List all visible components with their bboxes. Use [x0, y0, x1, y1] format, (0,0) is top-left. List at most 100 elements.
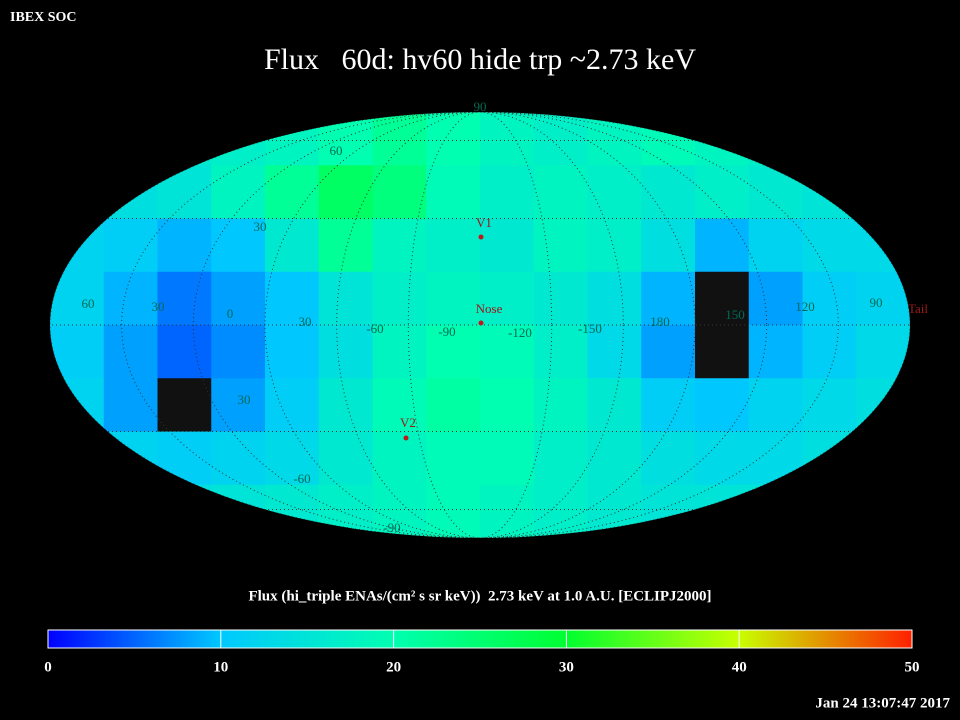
flux-cell	[318, 378, 373, 432]
flux-cell	[587, 431, 642, 486]
flux-cell	[641, 325, 696, 379]
colorbar-tick-label: 50	[905, 659, 920, 675]
flux-cell	[480, 218, 535, 273]
grid-label: 150	[725, 307, 745, 322]
grid-label: 60	[82, 296, 95, 311]
meridian	[407, 112, 553, 538]
flux-cell	[372, 378, 427, 432]
marker-dot	[478, 234, 484, 240]
flux-cell	[318, 325, 373, 379]
flux-cell	[480, 431, 535, 486]
flux-cell	[103, 325, 158, 379]
flux-cell	[372, 271, 427, 326]
flux-cell	[533, 431, 588, 486]
flux-cell	[211, 431, 266, 486]
grid-label: -90	[438, 324, 455, 339]
flux-cell	[480, 325, 535, 379]
flux-cell	[480, 112, 535, 166]
title: Flux 60d: hv60 hide trp ~2.73 keV	[264, 43, 696, 76]
flux-cell	[211, 325, 266, 379]
flux-cell	[641, 378, 696, 432]
grid-label: 90	[870, 295, 883, 310]
flux-cell	[211, 271, 266, 326]
flux-cell	[802, 325, 857, 379]
flux-cell	[157, 378, 212, 432]
graticule	[50, 112, 910, 538]
colorbar	[47, 629, 913, 649]
colorbar-ticks: 0 10 20 30 40 50	[44, 630, 920, 675]
flux-cell	[157, 325, 212, 379]
grid-label: 90	[474, 99, 487, 114]
flux-cell	[587, 165, 642, 219]
marker-label: Tail	[908, 301, 928, 316]
flux-cell	[211, 218, 266, 273]
flux-cell	[372, 218, 427, 273]
grid-label: 30	[238, 392, 251, 407]
flux-cell	[265, 271, 320, 326]
flux-cell	[533, 325, 588, 379]
flux-cell	[641, 165, 696, 219]
flux-cell	[372, 431, 427, 486]
flux-cell	[641, 218, 696, 273]
flux-cell	[480, 271, 535, 326]
marker-dot	[403, 435, 409, 441]
grid-label: -120	[508, 325, 532, 340]
grid-label: 60	[330, 143, 343, 158]
flux-cell	[318, 218, 373, 273]
meridian	[121, 112, 839, 538]
flux-cell	[748, 218, 803, 273]
flux-cell	[641, 431, 696, 486]
flux-cell	[426, 325, 481, 379]
flux-cell	[157, 218, 212, 273]
colorbar-tick-label: 20	[386, 659, 401, 675]
grid-label: 30	[152, 299, 165, 314]
flux-cell	[372, 165, 427, 219]
flux-cell	[695, 165, 750, 219]
flux-cell	[426, 431, 481, 486]
flux-cell	[103, 378, 158, 432]
flux-cell	[695, 431, 750, 486]
flux-cell	[533, 484, 588, 538]
timestamp: Jan 24 13:07:47 2017	[815, 695, 950, 711]
grid-label: 120	[795, 299, 815, 314]
grid-label: -150	[578, 321, 602, 336]
flux-cell	[480, 484, 535, 538]
flux-cell	[265, 218, 320, 273]
flux-cell	[372, 484, 427, 538]
flux-cell	[641, 271, 696, 326]
marker-dot	[478, 320, 484, 326]
marker-label: V1	[476, 215, 492, 230]
flux-cell	[802, 218, 857, 273]
flux-cell	[533, 165, 588, 219]
grid-label: 30	[254, 219, 267, 234]
grid-label: -90	[383, 520, 400, 535]
org-label: IBEX SOC	[10, 10, 77, 25]
flux-cell	[318, 431, 373, 486]
grid-label: 30	[299, 314, 312, 329]
flux-cell	[533, 271, 588, 326]
flux-cell	[103, 218, 158, 273]
flux-cell	[695, 378, 750, 432]
flux-cell	[802, 378, 857, 432]
grid-label: -60	[293, 471, 310, 486]
flux-cell	[157, 271, 212, 326]
grid-label: -60	[366, 321, 383, 336]
flux-cell	[480, 165, 535, 219]
flux-cell	[748, 271, 803, 326]
flux-cell	[587, 378, 642, 432]
colorbar-tick-label: 30	[559, 659, 574, 675]
flux-cell	[426, 484, 481, 538]
colorbar-tick-label: 0	[44, 659, 52, 675]
flux-cell	[587, 218, 642, 273]
colorbar-label: Flux (hi_triple ENAs/(cm² s sr keV)) 2.7…	[248, 588, 711, 604]
flux-cell	[211, 378, 266, 432]
flux-cell	[265, 431, 320, 486]
flux-cell	[533, 112, 588, 166]
flux-cell	[695, 218, 750, 273]
grid-label: 0	[227, 306, 234, 321]
meridian	[192, 112, 768, 538]
flux-cell	[426, 378, 481, 432]
flux-cell	[318, 271, 373, 326]
flux-cell	[426, 165, 481, 219]
